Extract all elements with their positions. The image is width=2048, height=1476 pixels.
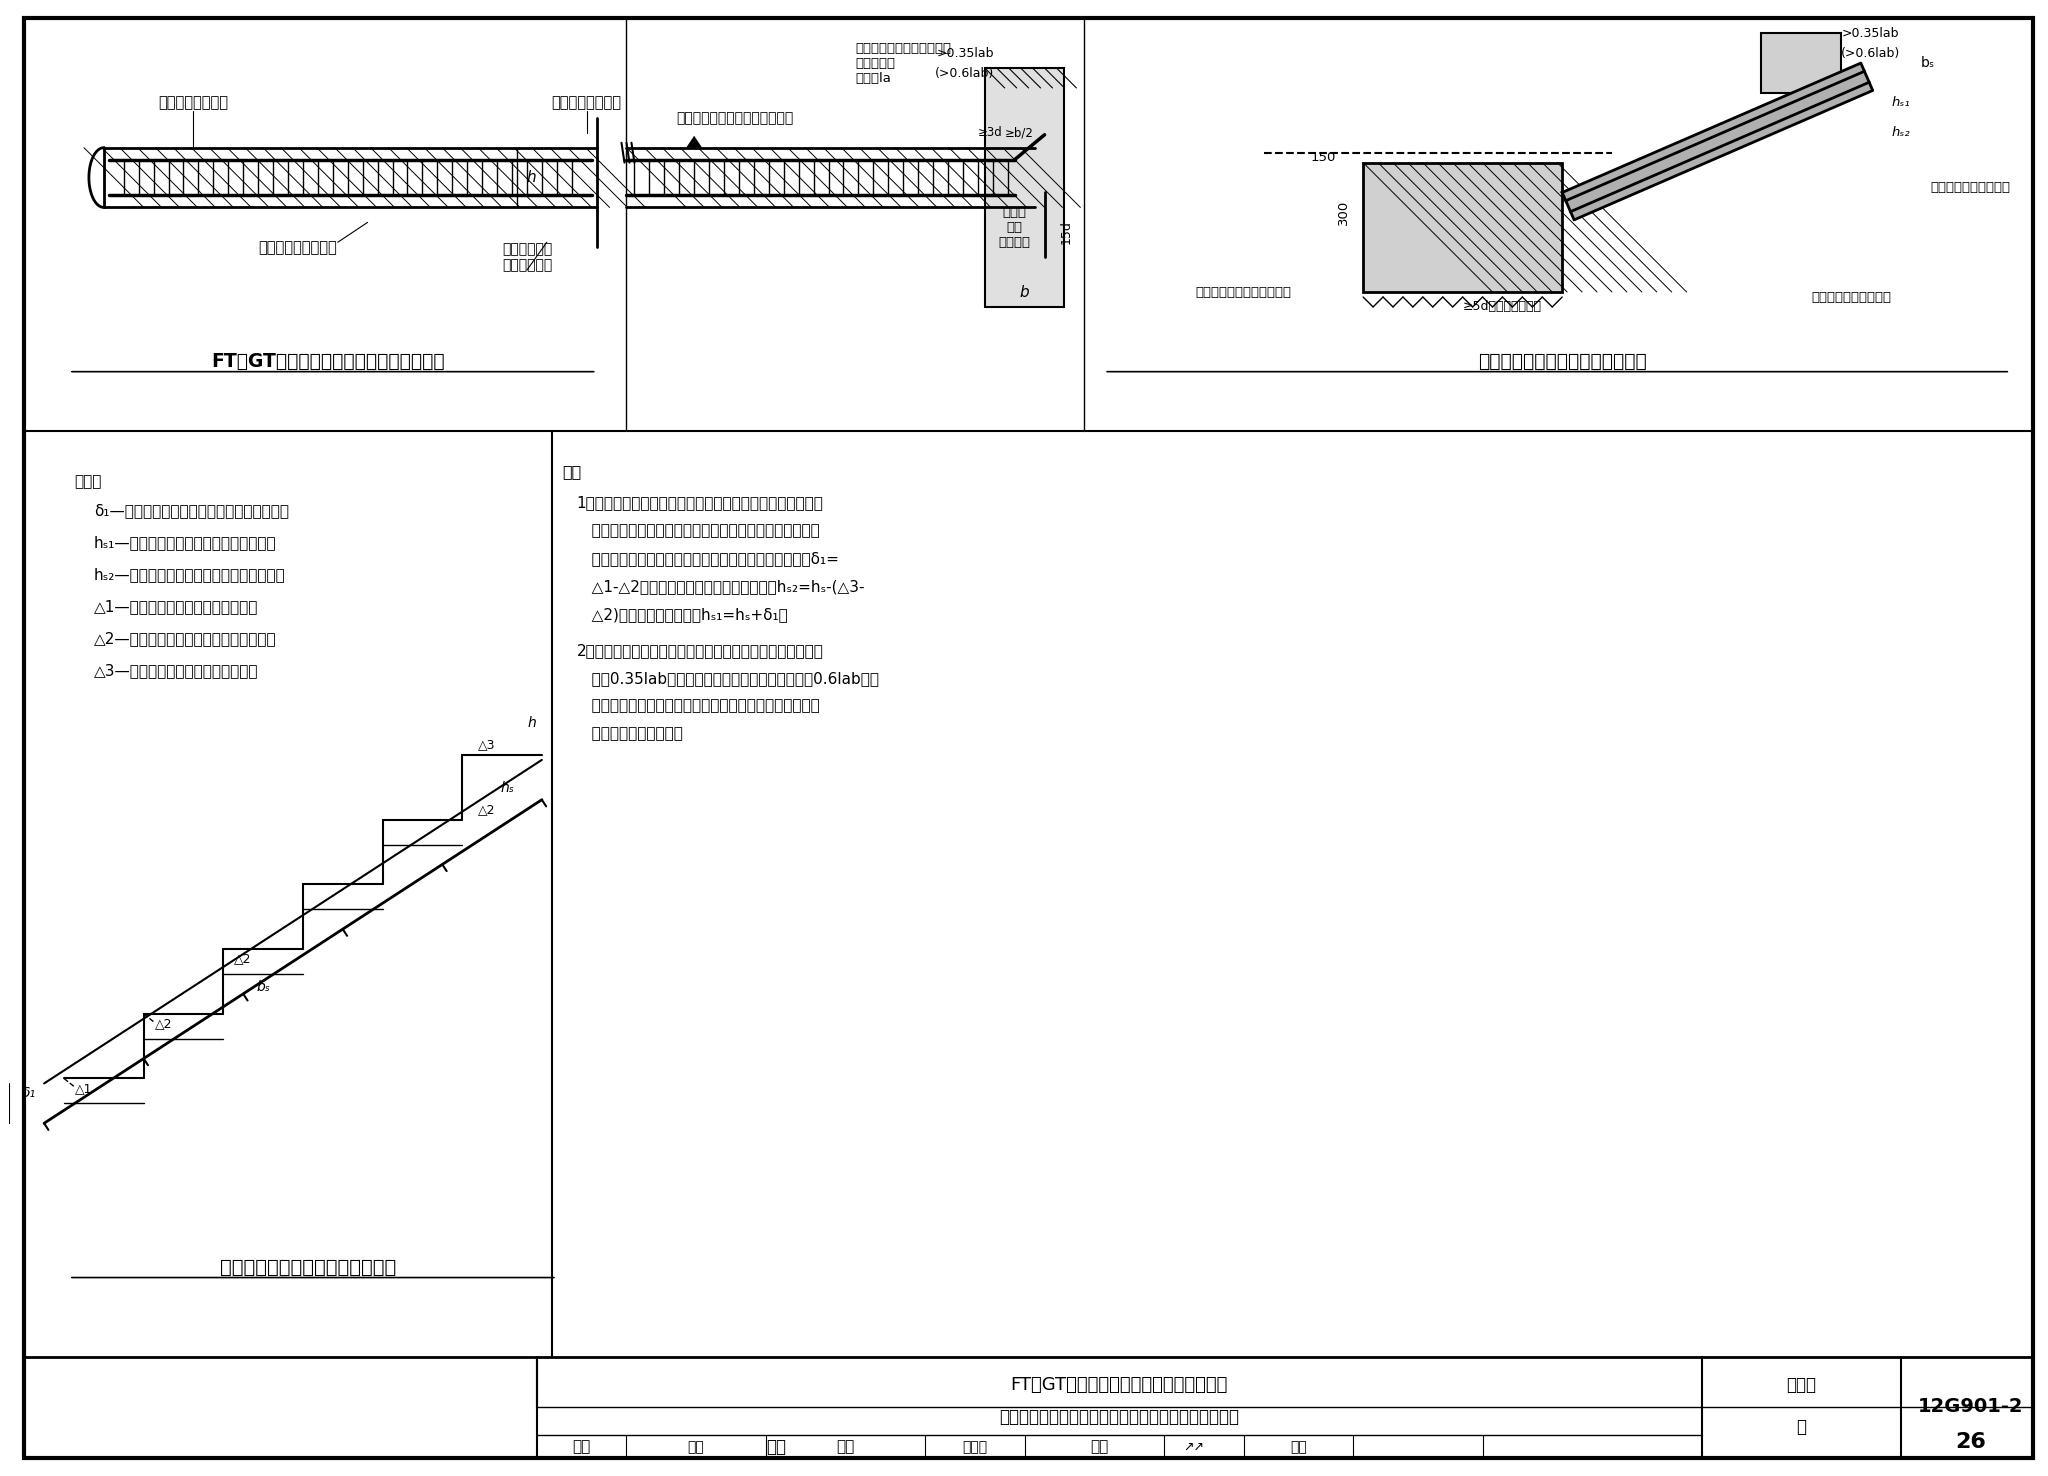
Text: ≥b/2: ≥b/2 <box>1006 127 1034 139</box>
Text: hₛ₂: hₛ₂ <box>1890 127 1911 139</box>
Text: >0.35lab: >0.35lab <box>1841 27 1901 40</box>
Text: △2: △2 <box>479 803 496 816</box>
Text: 支座上部纵向钢筋: 支座上部纵向钢筋 <box>551 96 623 111</box>
Text: 应指明采用何种情况。: 应指明采用何种情况。 <box>578 726 682 741</box>
Text: hₛ: hₛ <box>500 781 514 794</box>
Text: δ₁—为第一级与中间各级踏步整体斜向推高值: δ₁—为第一级与中间各级踏步整体斜向推高值 <box>94 503 289 518</box>
Polygon shape <box>686 136 702 148</box>
Text: FT与GT型楼梯最高一跑楼层平板配筋构造: FT与GT型楼梯最高一跑楼层平板配筋构造 <box>211 353 444 370</box>
Text: ≥3d: ≥3d <box>977 127 1001 139</box>
Text: (>0.6lab): (>0.6lab) <box>1841 47 1901 59</box>
Text: 12G901-2: 12G901-2 <box>1917 1398 2023 1417</box>
Text: 或与另侧板的钢筋连通设置
且伸至梁边
或直锚la: 或与另侧板的钢筋连通设置 且伸至梁边 或直锚la <box>856 41 952 84</box>
Text: 徐炙: 徐炙 <box>766 1438 786 1455</box>
Text: h: h <box>526 170 537 184</box>
Text: 各型楼梯第一跑与基础连接构造一: 各型楼梯第一跑与基础连接构造一 <box>1479 353 1647 370</box>
Text: 15d: 15d <box>1059 220 1073 244</box>
Text: 连接部位配筋详见具体设计: 连接部位配筋详见具体设计 <box>1196 285 1292 298</box>
Text: 平台板下部横向配筋: 平台板下部横向配筋 <box>258 239 338 255</box>
Text: h: h <box>528 716 537 729</box>
Text: ≥5d且伸至梁中心线: ≥5d且伸至梁中心线 <box>1462 301 1542 313</box>
Text: 梯板分布钢筋
（无踏步区）: 梯板分布钢筋 （无踏步区） <box>502 242 553 272</box>
Text: △3: △3 <box>479 738 496 751</box>
Text: △1-△2，高度减小后的最上一级踏步高度hₛ₂=hₛ-(△3-: △1-△2，高度减小后的最上一级踏步高度hₛ₂=hₛ-(△3- <box>578 579 864 595</box>
Text: 未做面层时的地面标高: 未做面层时的地面标高 <box>1929 182 2011 193</box>
Text: 图中：: 图中： <box>74 474 100 489</box>
Text: 设计: 设计 <box>1090 1439 1108 1454</box>
Text: 工后各级踏步等高等宽，必须减小最上一级踏步的高度并: 工后各级踏步等高等宽，必须减小最上一级踏步的高度并 <box>578 524 819 539</box>
Bar <box>1364 162 1563 292</box>
Text: 1．由于踏步段上下两端板的建筑面层厚度不同，为使面层完: 1．由于踏步段上下两端板的建筑面层厚度不同，为使面层完 <box>578 496 823 511</box>
Text: hₛ₁: hₛ₁ <box>1890 96 1911 109</box>
Text: 长度0.35lab用于设计按铰接的情况，括号内数据0.6lab用于: 长度0.35lab用于设计按铰接的情况，括号内数据0.6lab用于 <box>578 670 879 686</box>
Text: 詹谊: 詹谊 <box>688 1439 705 1454</box>
Text: 砌体墙
或梁
或剪力墙: 砌体墙 或梁 或剪力墙 <box>999 205 1030 249</box>
Text: △2: △2 <box>156 1017 172 1030</box>
Text: 页: 页 <box>1796 1418 1806 1436</box>
Text: △3—为最上一级踏步（板）面层厚度: △3—为最上一级踏步（板）面层厚度 <box>94 663 258 677</box>
Text: δ₁: δ₁ <box>23 1086 37 1101</box>
Text: hₛ₂—为最上一级（减小后）踏步的结构高度: hₛ₂—为最上一级（减小后）踏步的结构高度 <box>94 567 285 582</box>
Text: FT与GT型楼梯最高一跑楼层平板配筋构造: FT与GT型楼梯最高一跑楼层平板配筋构造 <box>1010 1376 1229 1393</box>
Text: 踏步推高与高度减小构造，楼梯第一跑与基础连接构造: 踏步推高与高度减小构造，楼梯第一跑与基础连接构造 <box>999 1408 1239 1426</box>
Text: 150: 150 <box>1311 151 1335 164</box>
Text: bₛ: bₛ <box>256 980 270 993</box>
Text: 注：: 注： <box>561 463 582 478</box>
Text: 刘敏: 刘敏 <box>1290 1439 1307 1454</box>
Text: 不同踏步位置推高与高度减小构造: 不同踏步位置推高与高度减小构造 <box>219 1258 395 1277</box>
Text: 校对: 校对 <box>836 1439 854 1454</box>
Text: 砌体或其他类型的基础: 砌体或其他类型的基础 <box>1810 291 1890 304</box>
Text: 将其余踏步整体斜向推高，整体推高的（垂直）高度值δ₁=: 将其余踏步整体斜向推高，整体推高的（垂直）高度值δ₁= <box>578 552 838 567</box>
Text: bₛ: bₛ <box>1921 56 1935 69</box>
Text: 楼层平板顶面标高（无踏步区）: 楼层平板顶面标高（无踏步区） <box>676 111 793 125</box>
Text: 300: 300 <box>1337 199 1350 224</box>
Text: △1—为第一级踏步根部的板面层厚度: △1—为第一级踏步根部的板面层厚度 <box>94 599 258 614</box>
Polygon shape <box>1563 63 1872 220</box>
Text: △2: △2 <box>233 952 252 965</box>
Text: 设计考虑充分发挥钢筋抗拉强度的情况，具体工程中设计: 设计考虑充分发挥钢筋抗拉强度的情况，具体工程中设计 <box>578 698 819 713</box>
Text: hₛ₁—为第一级（推高后）踏步的结构高度: hₛ₁—为第一级（推高后）踏步的结构高度 <box>94 536 276 551</box>
Text: △1: △1 <box>76 1082 92 1095</box>
Text: △2)，最下一步踏步高度hₛ₁=hₛ+δ₁。: △2)，最下一步踏步高度hₛ₁=hₛ+δ₁。 <box>578 607 786 621</box>
Text: 支座上部横向配筋: 支座上部横向配筋 <box>158 96 229 111</box>
Bar <box>1761 32 1841 93</box>
Bar <box>985 68 1065 307</box>
Text: 图集号: 图集号 <box>1786 1376 1817 1393</box>
Text: 2．上部纵筋需伸至支座对边再向下弯折。图中上部纵筋锚固: 2．上部纵筋需伸至支座对边再向下弯折。图中上部纵筋锚固 <box>578 644 823 658</box>
Text: 马海悦: 马海悦 <box>963 1439 987 1454</box>
Text: ↗↗: ↗↗ <box>1184 1441 1204 1454</box>
Text: △2—为第一级及中间各级踏步的面层厚度: △2—为第一级及中间各级踏步的面层厚度 <box>94 630 276 646</box>
Text: >0.35lab: >0.35lab <box>936 47 993 59</box>
Text: b: b <box>1020 285 1030 300</box>
Text: (>0.6lab): (>0.6lab) <box>936 66 995 80</box>
Bar <box>25 1358 2034 1458</box>
Text: 审核: 审核 <box>573 1439 590 1454</box>
Text: 26: 26 <box>1956 1432 1987 1452</box>
